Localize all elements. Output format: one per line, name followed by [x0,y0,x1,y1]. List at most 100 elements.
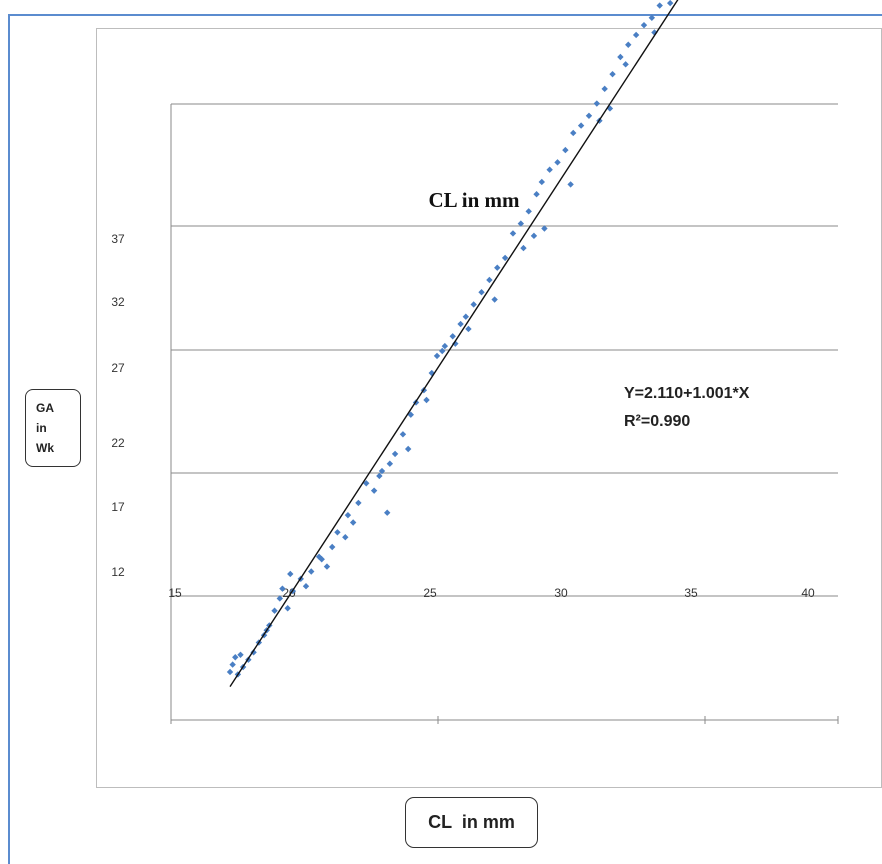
trendline-line [229,0,679,688]
data-point [617,53,624,61]
x-tick-label-30: 30 [554,586,568,600]
data-point [486,276,493,284]
data-point [491,296,498,303]
x-tick-label-15: 15 [168,586,182,600]
data-point [433,352,441,360]
data-point [308,568,315,575]
data-point [226,668,234,676]
data-point [656,2,663,9]
data-point [323,563,331,570]
y-tick-labels: 12 17 22 27 32 37 [111,232,125,579]
data-point [349,519,357,526]
data-point [271,607,278,614]
data-points [226,0,674,678]
data-point [567,181,574,188]
y-tick-label-27: 27 [111,361,125,375]
y-axis-label: GA in Wk [36,401,54,455]
data-point [601,85,608,93]
data-point [404,445,412,453]
x-axis-label-box: CL in mm [405,797,538,848]
y-tick-label-37: 37 [111,232,125,246]
data-point [606,105,614,112]
data-point [509,230,517,237]
data-point [342,534,349,541]
data-point [284,605,291,612]
data-point [577,122,585,129]
data-point [541,225,548,232]
data-point [439,347,446,355]
data-point [625,41,632,48]
data-point [334,529,341,536]
data-point [501,254,509,262]
data-point [585,112,593,119]
data-point [315,553,323,560]
x-tick-label-35: 35 [684,586,698,600]
data-point [648,14,656,21]
data-point [517,220,525,227]
data-point [386,460,394,467]
data-point [530,232,538,240]
data-point [302,583,310,590]
data-point [452,340,459,347]
data-point [546,166,553,173]
data-point [666,0,674,7]
data-point [287,570,294,578]
data-point [593,100,601,107]
gridlines [171,103,838,721]
data-point [457,320,464,328]
plot-area [96,28,882,788]
y-tick-label-17: 17 [111,500,125,514]
data-point [237,651,244,658]
data-point [250,649,257,656]
data-point [441,342,449,350]
regression-equation: Y=2.110+1.001*X [624,385,750,402]
x-axis-label: CL in mm [428,812,515,832]
y-axis-label-box: GA in Wk [25,389,81,467]
data-point [391,450,399,458]
data-point [384,509,391,516]
data-point [276,595,283,602]
data-point [232,654,239,661]
data-point [449,333,456,340]
data-point [318,556,325,563]
y-tick-label-22: 22 [111,436,125,450]
data-point [562,146,569,154]
data-point [533,191,540,198]
data-point [423,396,430,404]
chart-frame [8,14,882,864]
x-tick-labels: 15 20 25 30 35 40 [168,586,815,600]
data-point [363,480,370,487]
data-point [478,289,485,296]
x-tick-label-25: 25 [423,586,437,600]
chart-title: CL in mm [428,188,520,212]
data-point [538,178,545,186]
y-tick-label-32: 32 [111,295,125,309]
data-point [462,313,470,320]
data-point [329,543,336,551]
data-point [407,411,414,418]
data-point [470,301,477,308]
data-point [465,325,472,333]
data-point [570,129,577,137]
x-tick-label-40: 40 [801,586,815,600]
data-point [520,244,527,252]
data-point [525,208,532,215]
y-axis [170,104,839,724]
data-point [622,61,629,68]
data-point [279,585,286,592]
data-point [640,21,648,29]
data-point [229,661,236,668]
trendline [229,0,679,688]
data-point [609,70,616,78]
data-point [344,511,352,519]
data-point [632,31,640,39]
data-point [378,467,386,475]
data-point [376,472,383,480]
r-squared: R²=0.990 [624,413,690,430]
data-point [494,264,501,271]
data-point [355,499,362,507]
y-tick-label-12: 12 [111,565,125,579]
data-point [399,431,407,438]
data-point [554,159,561,166]
data-point [370,487,378,494]
